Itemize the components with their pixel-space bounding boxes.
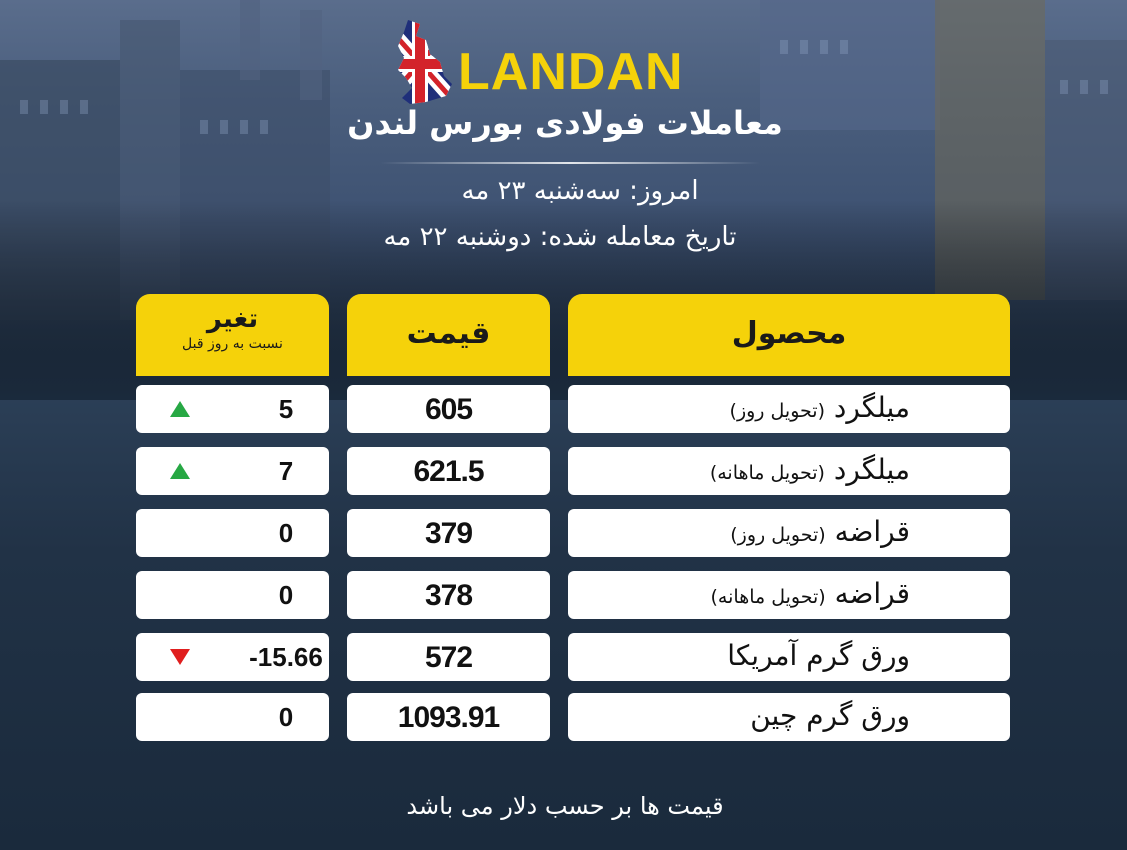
product-label: میلگرد (تحویل ماهانه): [710, 453, 910, 486]
price-value: 378: [424, 579, 473, 612]
change-value: 5: [278, 394, 294, 424]
product-name: میلگرد: [833, 453, 910, 486]
product-cell: ورق گرم چین: [568, 693, 1010, 741]
column-header-product: محصول: [568, 294, 1010, 376]
product-cell: قراضه (تحویل ماهانه): [568, 571, 1010, 619]
triangle-up-icon: [170, 401, 190, 417]
product-cell: قراضه (تحویل روز): [568, 509, 1010, 557]
trade-date: تاریخ معامله شده: دوشنبه ۲۲ مه: [383, 222, 737, 252]
product-label: قراضه (تحویل ماهانه): [711, 577, 910, 610]
product-label: ورق گرم چین: [750, 699, 910, 732]
currency-note: قیمت ها بر حسب دلار می باشد: [406, 792, 724, 820]
column-header-price: قیمت: [347, 294, 550, 376]
product-cell: میلگرد (تحویل ماهانه): [568, 447, 1010, 495]
change-value: 0: [278, 518, 294, 548]
today-date: امروز: سه‌شنبه ۲۳ مه: [461, 176, 699, 206]
product-name: میلگرد: [833, 391, 910, 424]
product-delivery: (تحویل روز): [729, 400, 825, 422]
product-label: میلگرد (تحویل روز): [730, 391, 910, 424]
product-delivery: (تحویل ماهانه): [709, 462, 825, 484]
price-value: 605: [424, 393, 473, 426]
price-cell: 379: [347, 509, 550, 557]
change-value: -15.66: [249, 642, 323, 672]
product-delivery: (تحویل ماهانه): [710, 586, 826, 608]
price-value: 621.5: [413, 455, 484, 488]
price-cell: 572: [347, 633, 550, 681]
price-cell: 378: [347, 571, 550, 619]
product-name: ورق گرم چین: [750, 699, 910, 732]
price-cell: 621.5: [347, 447, 550, 495]
price-value: 379: [424, 517, 473, 550]
title-divider: [380, 162, 760, 164]
column-header-change: تغیر نسبت به روز قبل: [136, 294, 329, 376]
change-cell: 0: [136, 509, 329, 557]
change-value: 7: [278, 456, 294, 486]
change-cell: 0: [136, 571, 329, 619]
change-header-note: نسبت به روز قبل: [182, 336, 283, 352]
uk-flag-map-icon: [398, 20, 452, 104]
change-cell: 0: [136, 693, 329, 741]
page-title: معاملات فولادی بورس لندن: [347, 104, 783, 142]
price-cell: 605: [347, 385, 550, 433]
product-name: قراضه: [834, 577, 910, 610]
price-cell: 1093.91: [347, 693, 550, 741]
price-value: 572: [424, 641, 473, 674]
price-value: 1093.91: [397, 701, 500, 734]
brand-name: LANDAN: [458, 43, 684, 101]
product-header-label: محصول: [731, 316, 847, 351]
change-value: 0: [278, 580, 294, 610]
change-cell: -15.66: [136, 633, 329, 681]
product-delivery: (تحویل روز): [730, 524, 826, 546]
triangle-down-icon: [170, 649, 190, 665]
product-name: قراضه: [834, 515, 910, 548]
product-name: ورق گرم آمریکا: [727, 639, 910, 672]
product-cell: ورق گرم آمریکا: [568, 633, 1010, 681]
product-label: ورق گرم آمریکا: [727, 639, 910, 672]
logo: LANDAN: [380, 18, 720, 108]
product-label: قراضه (تحویل روز): [730, 515, 910, 548]
price-header-label: قیمت: [406, 316, 491, 351]
triangle-up-icon: [170, 463, 190, 479]
product-cell: میلگرد (تحویل روز): [568, 385, 1010, 433]
change-value: 0: [278, 702, 294, 732]
change-header-label: تغیر: [206, 304, 259, 334]
change-cell: 7: [136, 447, 329, 495]
change-cell: 5: [136, 385, 329, 433]
